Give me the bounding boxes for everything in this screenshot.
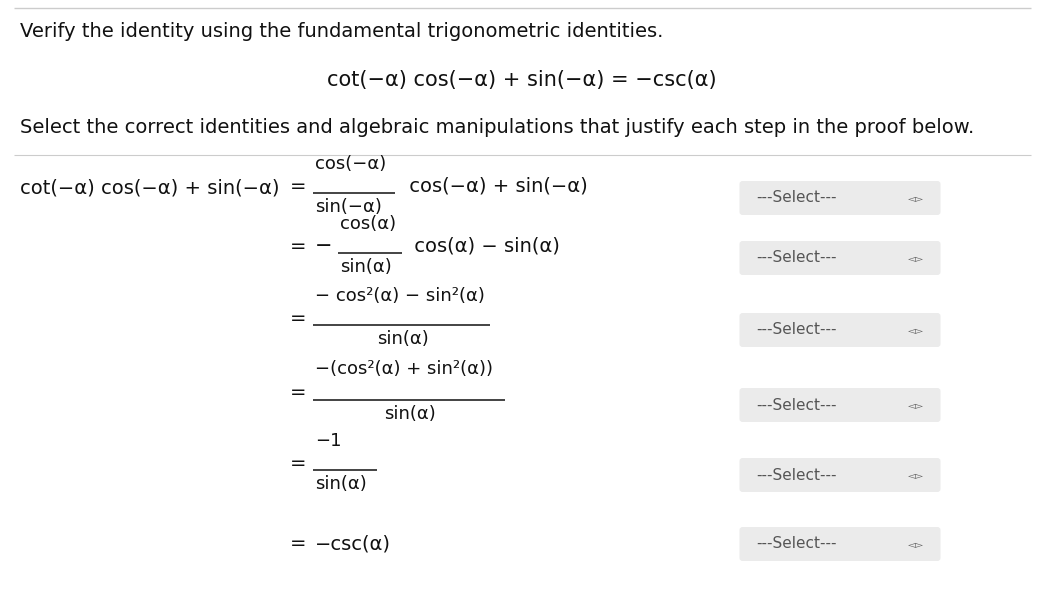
- Text: ◅▻: ◅▻: [907, 193, 924, 203]
- Text: −1: −1: [315, 432, 342, 450]
- Text: cos(α) − sin(α): cos(α) − sin(α): [408, 237, 560, 256]
- Text: ---Select---: ---Select---: [757, 536, 837, 551]
- Text: ◅▻: ◅▻: [907, 470, 924, 480]
- Text: cos(α): cos(α): [340, 215, 396, 233]
- Text: −(cos²(α) + sin²(α)): −(cos²(α) + sin²(α)): [315, 360, 493, 378]
- Text: cot(−α) cos(−α) + sin(−α): cot(−α) cos(−α) + sin(−α): [20, 179, 279, 198]
- Text: Select the correct identities and algebraic manipulations that justify each step: Select the correct identities and algebr…: [20, 118, 974, 137]
- FancyBboxPatch shape: [740, 388, 941, 422]
- Text: ◅▻: ◅▻: [907, 253, 924, 263]
- Text: =: =: [291, 534, 306, 553]
- Text: sin(α): sin(α): [376, 330, 428, 348]
- Text: =: =: [291, 237, 306, 256]
- Text: =: =: [291, 454, 306, 473]
- Text: ---Select---: ---Select---: [757, 250, 837, 265]
- Text: =: =: [291, 177, 306, 196]
- Text: ---Select---: ---Select---: [757, 467, 837, 482]
- FancyBboxPatch shape: [740, 527, 941, 561]
- Text: cot(−α) cos(−α) + sin(−α) = −csc(α): cot(−α) cos(−α) + sin(−α) = −csc(α): [327, 70, 717, 90]
- Text: =: =: [291, 383, 306, 402]
- Text: sin(α): sin(α): [315, 475, 367, 493]
- FancyBboxPatch shape: [740, 181, 941, 215]
- Text: − cos²(α) − sin²(α): − cos²(α) − sin²(α): [315, 287, 485, 305]
- Text: −: −: [315, 236, 332, 256]
- Text: =: =: [291, 309, 306, 328]
- Text: cos(−α): cos(−α): [315, 155, 387, 173]
- Text: ◅▻: ◅▻: [907, 325, 924, 335]
- Text: sin(α): sin(α): [385, 405, 436, 423]
- Text: sin(−α): sin(−α): [315, 198, 381, 216]
- Text: ---Select---: ---Select---: [757, 190, 837, 205]
- Text: Verify the identity using the fundamental trigonometric identities.: Verify the identity using the fundamenta…: [20, 22, 664, 41]
- Text: −csc(α): −csc(α): [315, 534, 391, 553]
- FancyBboxPatch shape: [740, 241, 941, 275]
- Text: ---Select---: ---Select---: [757, 398, 837, 413]
- FancyBboxPatch shape: [740, 313, 941, 347]
- Text: ◅▻: ◅▻: [907, 539, 924, 549]
- Text: ◅▻: ◅▻: [907, 400, 924, 410]
- Text: cos(−α) + sin(−α): cos(−α) + sin(−α): [403, 177, 587, 196]
- FancyBboxPatch shape: [740, 458, 941, 492]
- Text: ---Select---: ---Select---: [757, 322, 837, 338]
- Text: sin(α): sin(α): [340, 258, 392, 276]
